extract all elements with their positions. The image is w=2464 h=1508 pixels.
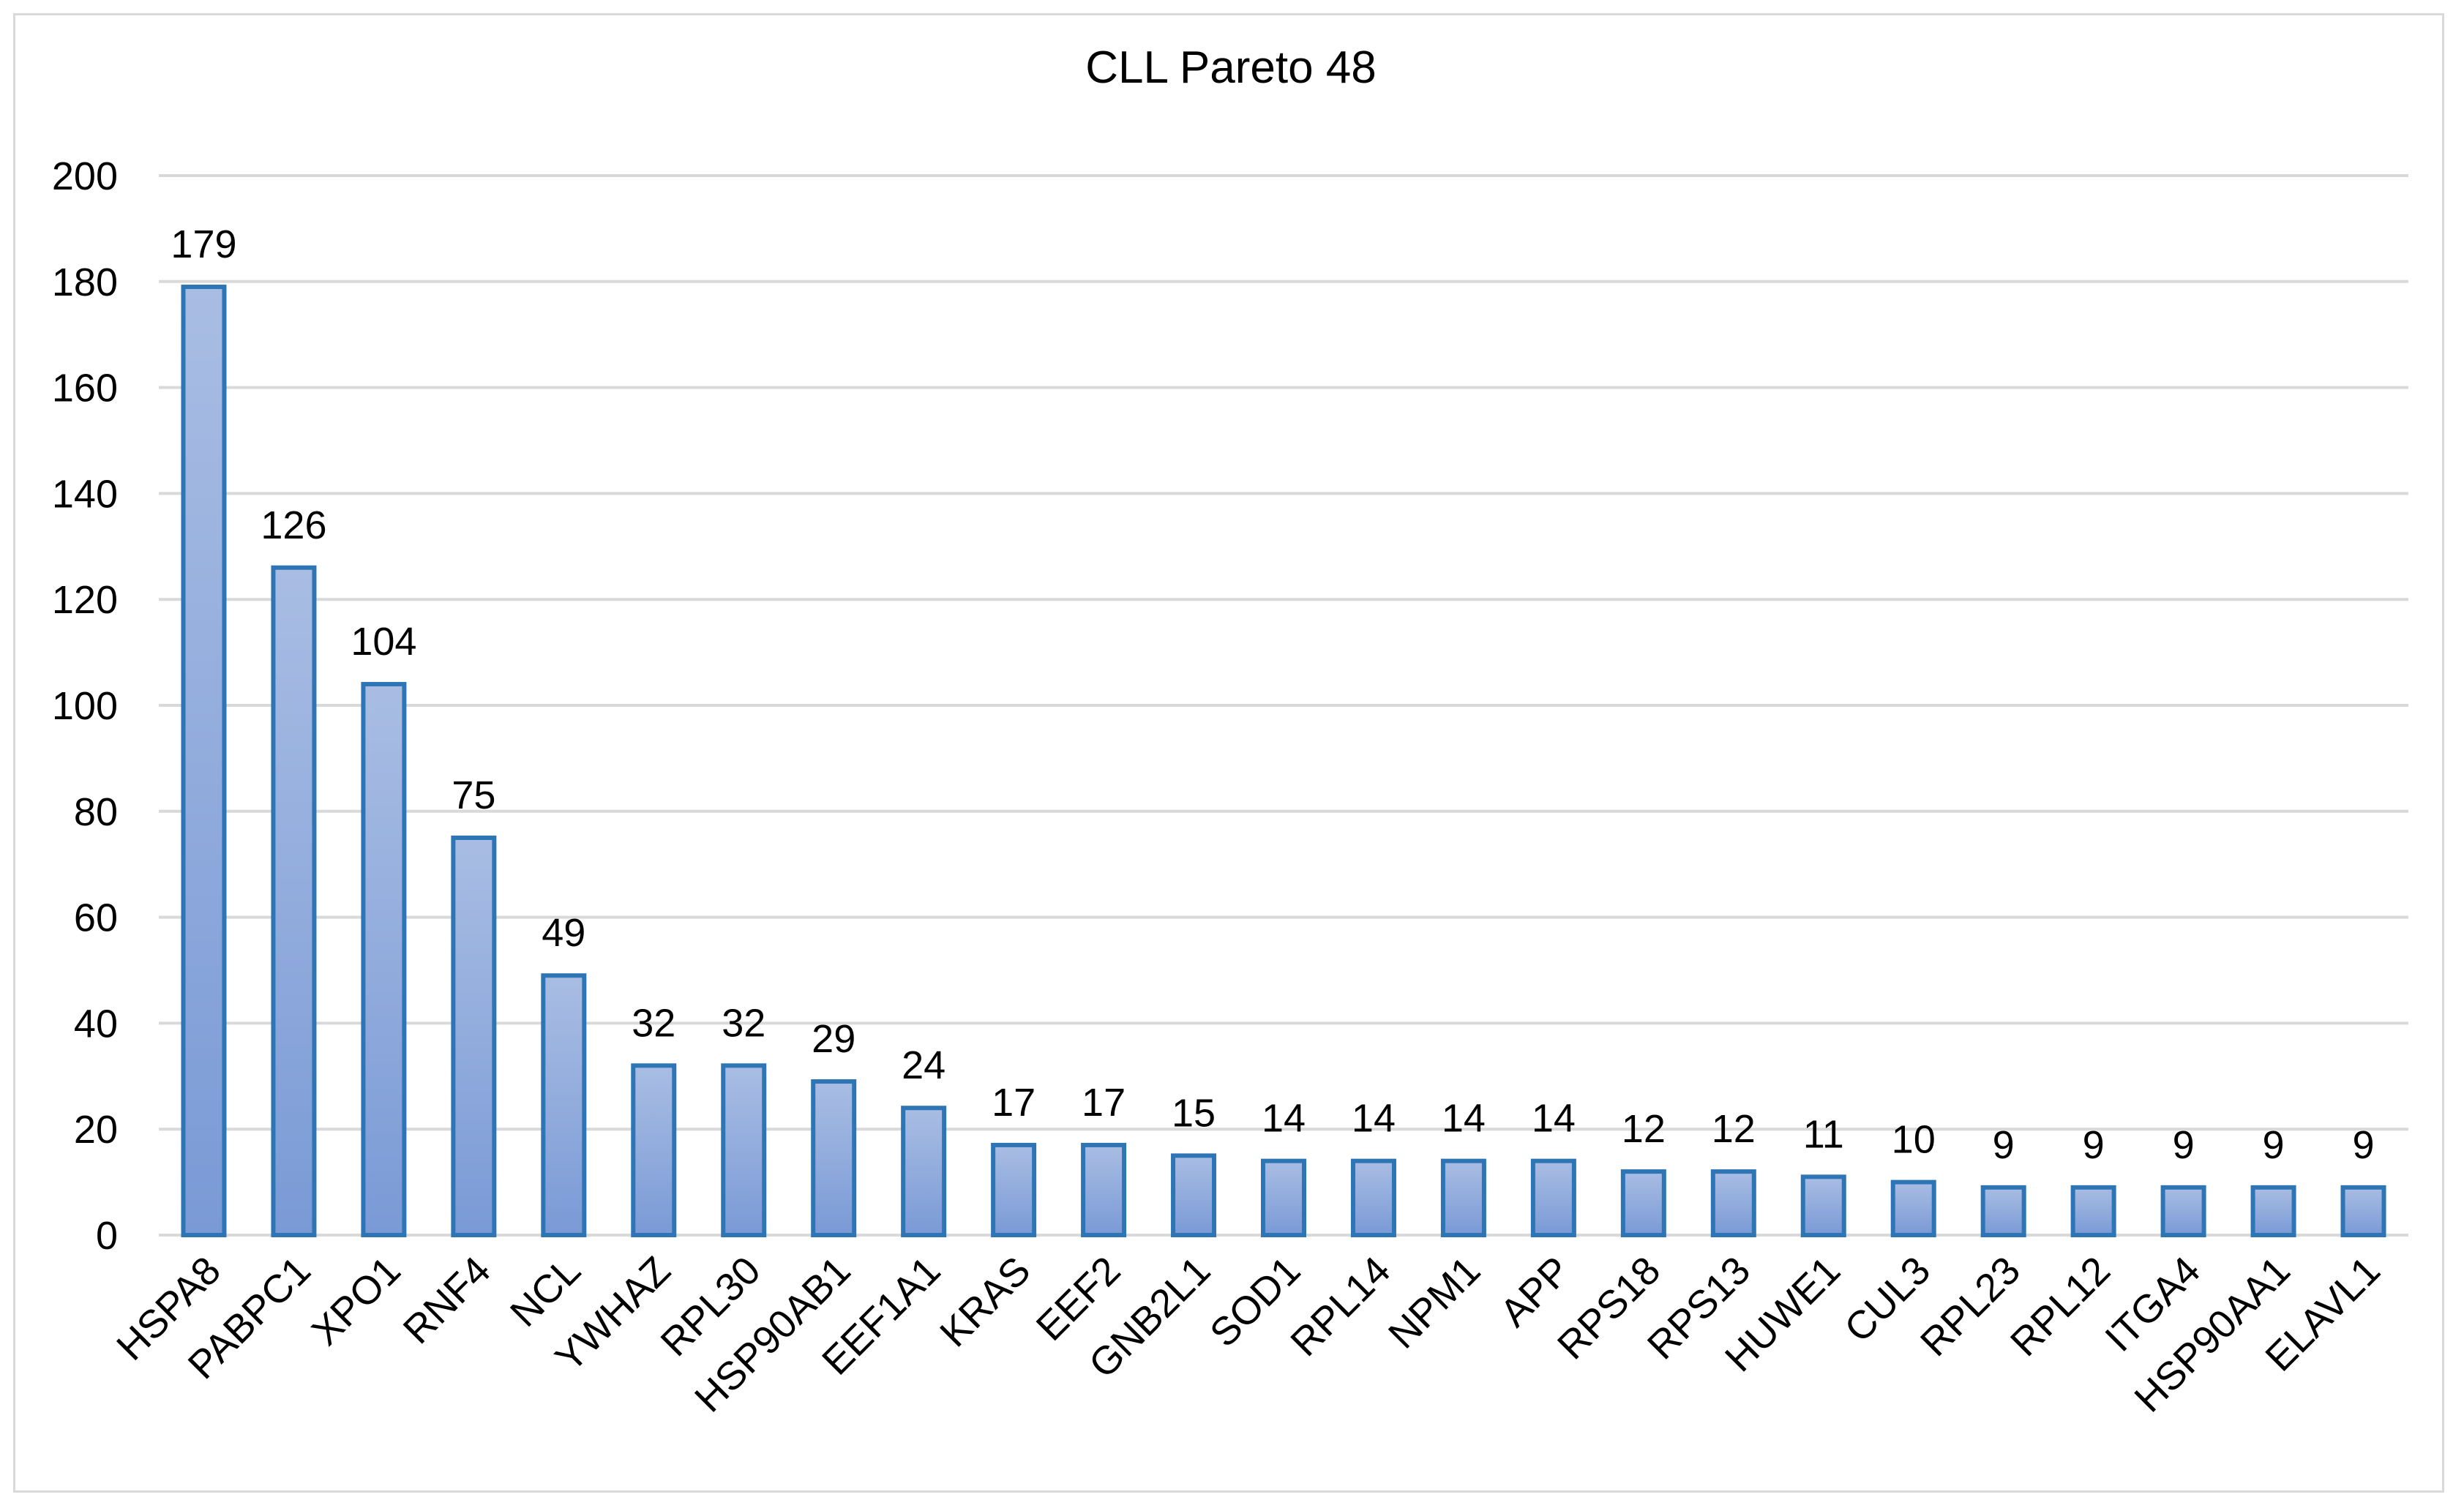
bar-chart: CLL Pareto 48 0 20 40 60 80 100 120 140 160 180 20… (52, 42, 2408, 1421)
data-label: 9 (2352, 1123, 2374, 1167)
bar-rpl23 (1980, 1185, 2026, 1237)
bar-pabpc1 (271, 565, 317, 1237)
bar-ywhaz (631, 1063, 677, 1237)
data-label: 17 (1082, 1081, 1126, 1125)
bar-huwe1 (1800, 1174, 1846, 1237)
data-label: 104 (351, 620, 416, 664)
x-tick-label: KRAS (932, 1248, 1038, 1355)
data-label: 179 (171, 222, 236, 266)
x-tick-label: RNF4 (395, 1248, 499, 1352)
grid-layer (159, 174, 2408, 1237)
bar-gnb2l1 (1171, 1153, 1217, 1238)
data-label: 29 (812, 1017, 855, 1061)
bar-rps18 (1620, 1169, 1666, 1237)
bar-sod1 (1261, 1158, 1306, 1238)
x-tick-label: NPM1 (1380, 1248, 1489, 1357)
data-label: 14 (1532, 1097, 1576, 1141)
y-tick-label: 200 (52, 154, 118, 198)
bar-rnf4 (451, 836, 497, 1237)
x-tick-label: RPL23 (1912, 1248, 2029, 1365)
data-label: 10 (1892, 1118, 1936, 1162)
data-label: 14 (1352, 1097, 1396, 1141)
data-label: 24 (902, 1043, 945, 1087)
bar-hsp90ab1 (811, 1079, 857, 1238)
data-labels: 179 126 104 75 49 32 32 29 24 17 17 15 14 14 14 14 12 12 1… (171, 222, 2374, 1167)
y-tick-label: 20 (74, 1108, 118, 1152)
data-label: 9 (1993, 1123, 2015, 1167)
y-axis-tick-labels: 0 20 40 60 80 100 120 140 160 180 200 (52, 154, 118, 1258)
bar-itga4 (2160, 1185, 2206, 1237)
data-label: 14 (1442, 1097, 1486, 1141)
bar-kras (991, 1142, 1037, 1238)
data-label: 75 (452, 773, 495, 817)
bar-rpl30 (721, 1063, 767, 1237)
data-label: 14 (1262, 1097, 1306, 1141)
bar-rpl12 (2070, 1185, 2116, 1237)
bar-rpl14 (1350, 1158, 1396, 1238)
x-tick-label: RPL14 (1282, 1248, 1398, 1365)
y-tick-label: 0 (96, 1214, 118, 1258)
data-label: 9 (2083, 1123, 2105, 1167)
data-label: 15 (1172, 1091, 1216, 1135)
data-label: 12 (1622, 1107, 1666, 1151)
bar-elavl1 (2340, 1185, 2386, 1237)
y-tick-label: 160 (52, 367, 118, 410)
y-tick-label: 120 (52, 578, 118, 622)
bar-eef1a1 (901, 1106, 947, 1237)
chart-frame: CLL Pareto 48 0 20 40 60 80 100 120 140 160 180 20… (13, 13, 2444, 1493)
y-tick-label: 60 (74, 896, 118, 940)
data-label: 12 (1712, 1107, 1756, 1151)
x-tick-label: RPL12 (2002, 1248, 2119, 1365)
x-tick-label: XPO1 (304, 1248, 409, 1354)
bar-hsp90aa1 (2250, 1185, 2296, 1237)
bar-npm1 (1440, 1158, 1486, 1238)
data-label: 126 (261, 503, 326, 547)
y-tick-label: 180 (52, 260, 118, 304)
y-tick-label: 140 (52, 472, 118, 516)
bar-app (1530, 1158, 1576, 1238)
data-label: 32 (722, 1001, 765, 1045)
bar-eef2 (1081, 1142, 1127, 1238)
bar-rps13 (1710, 1169, 1756, 1237)
bar-xpo1 (361, 682, 407, 1237)
y-tick-label: 40 (74, 1002, 118, 1046)
data-label: 32 (632, 1001, 675, 1045)
data-label: 9 (2263, 1123, 2285, 1167)
bar-hspa8 (181, 285, 227, 1237)
bar-cul3 (1890, 1179, 1936, 1237)
x-tick-label: RPS18 (1549, 1248, 1669, 1368)
data-label: 11 (1803, 1112, 1844, 1156)
data-label: 9 (2173, 1123, 2195, 1167)
y-tick-label: 100 (52, 684, 118, 728)
bar-ncl (541, 973, 587, 1237)
bar-series (181, 285, 2386, 1238)
y-tick-label: 80 (74, 790, 118, 834)
chart-title: CLL Pareto 48 (1085, 42, 1377, 93)
data-label: 17 (992, 1081, 1036, 1125)
data-label: 49 (542, 911, 585, 955)
